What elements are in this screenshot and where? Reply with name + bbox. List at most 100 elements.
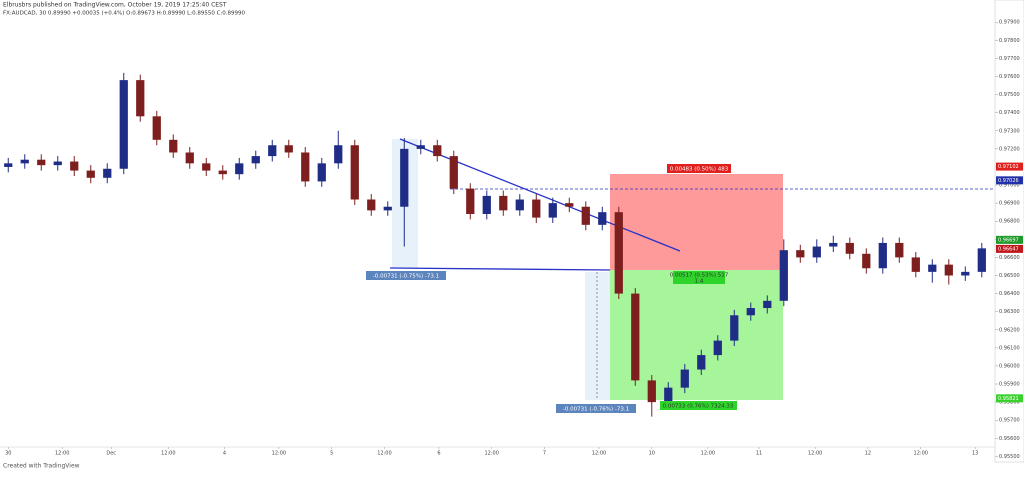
price-tag-label: 0.97026 [998, 178, 1019, 184]
candle-body [367, 199, 376, 211]
candle-body [928, 264, 937, 272]
price-tag [996, 162, 1023, 171]
annotation-labels: 0.00483 (0.50%) 483 0.00517 (0.53%) 517 … [366, 164, 737, 413]
candle-body [713, 340, 722, 356]
candle-body [268, 145, 277, 157]
candle-body [169, 139, 178, 153]
candle-body [433, 145, 442, 157]
symbol-line: FX:AUDCAD, 30 0.89990 +0.00035 (+0.4%) O… [3, 11, 246, 17]
candle-body [961, 271, 970, 276]
y-tick-label: 0.96400 [999, 291, 1020, 297]
y-tick-label: 0.95900 [999, 382, 1020, 388]
target-label: 0.00733 (0.76%) 7324.33 [663, 404, 734, 410]
price-tag-label: 0.96647 [998, 246, 1019, 252]
candle-body [598, 212, 607, 225]
candle-body [400, 148, 409, 207]
label-bg [667, 164, 731, 173]
x-tick-label: 12:00 [161, 451, 175, 457]
y-tick-label: 0.97200 [999, 146, 1020, 152]
candle-body [862, 253, 871, 269]
candle-body [301, 152, 310, 182]
candle-body [944, 264, 953, 276]
x-tick-label: 12:00 [485, 451, 499, 457]
candle-body [20, 159, 29, 164]
y-tick-label: 0.97300 [999, 128, 1020, 134]
published: Elbrusbrs published on TradingView.com, … [3, 2, 227, 9]
candle-body [136, 80, 145, 117]
y-tick-label: 0.96100 [999, 345, 1020, 351]
y-tick-label: 0.97800 [999, 38, 1020, 44]
y-tick-label: 0.96600 [999, 255, 1020, 261]
x-tick-label: 12:00 [272, 451, 286, 457]
price-scale [994, 0, 1024, 463]
candle-body [614, 212, 623, 294]
candle-body [730, 315, 739, 341]
candle-body [515, 199, 524, 211]
price-tag-label: 0.95821 [998, 396, 1019, 402]
candle-body [680, 369, 689, 388]
price-tag [996, 235, 1023, 244]
price-tag-label: 0.96697 [998, 237, 1019, 243]
candle-body [334, 145, 343, 164]
label-bg [673, 271, 725, 284]
y-tick-label: 0.95500 [999, 454, 1020, 460]
candle-body [37, 159, 46, 166]
label-bg [556, 404, 636, 413]
candle-body [350, 145, 359, 200]
candle-body [70, 161, 79, 171]
y-tick-label: 0.95600 [999, 436, 1020, 442]
candle-body [4, 163, 13, 167]
y-tick-label: 0.97500 [999, 92, 1020, 98]
candle-body [565, 203, 574, 207]
candle-body [317, 163, 326, 182]
x-tick-label: 12:00 [808, 451, 822, 457]
candle-body [119, 80, 128, 169]
y-tick-label: 0.96300 [999, 309, 1020, 315]
candle-body [697, 355, 706, 370]
candle-body [829, 242, 838, 247]
candle-body [185, 152, 194, 164]
x-tick-label: 10 [649, 451, 655, 457]
label-bg [366, 271, 446, 280]
candle-body [383, 206, 392, 211]
candle-body [53, 161, 62, 166]
x-tick-label: 13 [972, 451, 978, 457]
y-tick-label: 0.96200 [999, 327, 1020, 333]
candle-body [796, 250, 805, 258]
candle-body [86, 170, 95, 178]
measure-label: -0.00731 (-0.75%) -73.1 [373, 274, 439, 280]
stop-label: 0.00483 (0.50%) 483 [670, 167, 729, 173]
price-tag-label: 0.97102 [998, 164, 1019, 170]
candle-body [631, 293, 640, 381]
candle-body [218, 170, 227, 175]
candle-body [466, 188, 475, 214]
candle-body [416, 145, 425, 149]
y-tick-label: 0.96500 [999, 273, 1020, 279]
candle-body [499, 195, 508, 211]
candle-body [103, 168, 112, 178]
candle-body [911, 257, 920, 272]
y-tick-label: 0.97000 [999, 183, 1020, 189]
measure-area [585, 272, 610, 400]
y-tick-label: 0.97400 [999, 110, 1020, 116]
candle-body [664, 387, 673, 403]
x-tick-label: 11 [756, 451, 762, 457]
price-tag [996, 176, 1023, 185]
candle-body [284, 145, 293, 153]
y-tick-label: 0.97900 [999, 20, 1020, 26]
y-tick-label: 0.95800 [999, 400, 1020, 406]
x-tick-label: 12:00 [701, 451, 715, 457]
candle-body [812, 246, 821, 258]
x-tick-label: 30 [5, 451, 11, 457]
y-tick-label: 0.96900 [999, 201, 1020, 207]
candle-body [977, 248, 986, 272]
candle-body [548, 203, 557, 218]
y-tick-label: 0.96000 [999, 363, 1020, 369]
x-tick-label: 7 [543, 451, 546, 457]
label-bg [660, 401, 737, 410]
axes: 0.97900 0.97800 0.97700 0.97600 0.97500 0.974… [5, 20, 1023, 460]
entry-label: 0.00517 (0.53%) 517 [670, 273, 729, 279]
y-tick-label: 0.95700 [999, 418, 1020, 424]
